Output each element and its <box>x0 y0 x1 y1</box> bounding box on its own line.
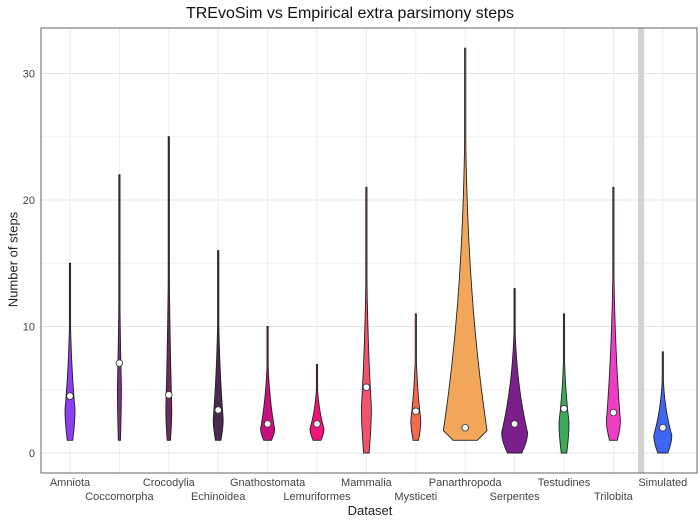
violin-echinoidea <box>212 250 224 441</box>
mean-point-amniota <box>66 392 74 400</box>
mean-point-lemuriformes <box>313 420 321 428</box>
mean-point-gnathostomata <box>263 420 272 428</box>
mean-point-echinoidea <box>214 406 222 414</box>
x-tick-label: Mammalia <box>341 477 393 489</box>
violin-testudines <box>558 313 570 454</box>
mean-point-crocodylia <box>165 391 173 399</box>
mean-point-testudines <box>560 405 568 413</box>
violin-trilobita <box>605 186 621 441</box>
x-tick-label: Amniota <box>50 477 91 489</box>
x-tick-label: Serpentes <box>490 491 541 503</box>
violin-coccomorpha <box>116 174 122 441</box>
chart-title: TREvoSim vs Empirical extra parsimony st… <box>185 5 515 22</box>
y-tick-label: 0 <box>29 448 35 460</box>
x-tick-label: Mysticeti <box>394 491 437 503</box>
violin-gnathostomata <box>260 326 276 441</box>
mean-point-mysticeti <box>412 407 420 415</box>
mean-point-simulated <box>659 424 667 432</box>
mean-point-mammalia <box>362 383 371 391</box>
violin-serpentes <box>501 288 529 454</box>
x-tick-label: Trilobita <box>594 491 634 503</box>
violin-crocodylia <box>165 136 173 441</box>
violin-amniota <box>64 262 76 441</box>
x-tick-label: Gnathostomata <box>230 477 306 489</box>
violin-panarthropoda <box>442 47 488 441</box>
x-tick-label: Testudines <box>538 477 591 489</box>
mean-point-serpentes <box>510 420 519 428</box>
x-tick-label: Coccomorpha <box>85 491 154 503</box>
x-tick-label: Crocodylia <box>143 477 196 489</box>
mean-point-panarthropoda <box>461 424 469 432</box>
y-tick-label: 10 <box>23 322 35 334</box>
violin-lemuriformes <box>309 364 325 441</box>
violin-mysticeti <box>410 313 422 441</box>
separator-band <box>638 28 645 473</box>
x-tick-label: Simulated <box>638 477 687 489</box>
y-tick-label: 20 <box>23 195 35 207</box>
mean-point-trilobita <box>609 408 618 417</box>
x-tick-label: Echinoidea <box>191 491 246 503</box>
y-tick-label: 30 <box>23 69 35 81</box>
x-axis-label: Dataset <box>347 503 393 518</box>
x-tick-label: Lemuriformes <box>283 491 351 503</box>
mean-point-coccomorpha <box>115 359 124 367</box>
violin-simulated <box>653 351 673 454</box>
violin-mammalia <box>360 186 372 454</box>
x-tick-label: Panarthropoda <box>429 477 503 489</box>
plot-border <box>40 27 698 474</box>
